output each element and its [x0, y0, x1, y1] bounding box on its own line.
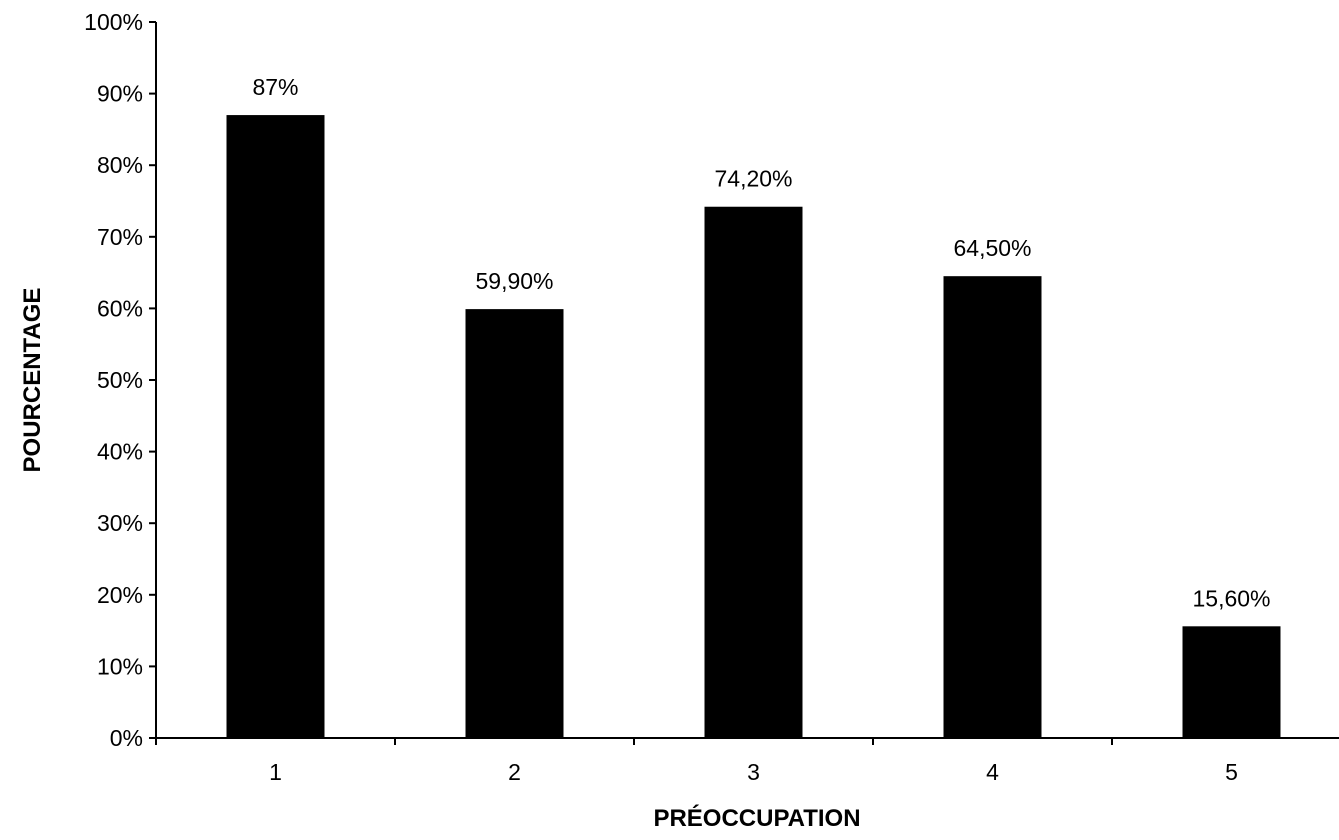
data-label: 64,50% — [953, 235, 1031, 261]
bar — [1182, 626, 1281, 738]
data-label: 15,60% — [1192, 585, 1270, 611]
y-tick-label: 0% — [110, 725, 143, 751]
y-tick-label: 30% — [97, 510, 143, 536]
y-tick-label: 50% — [97, 367, 143, 393]
bar — [943, 276, 1042, 738]
data-labels: 87% 59,90% 74,20% 64,50% 15,60% — [252, 74, 1270, 611]
y-axis: 0% 10% 20% 30% 40% 50% 60% 70% 80% 90% 100% — [84, 9, 157, 751]
x-tick-label: 1 — [269, 759, 282, 785]
x-tick-label: 2 — [508, 759, 521, 785]
data-label: 59,90% — [475, 268, 553, 294]
bar — [465, 309, 564, 738]
y-tick-label: 10% — [97, 653, 143, 679]
x-tick-label: 5 — [1225, 759, 1238, 785]
y-tick-label: 70% — [97, 224, 143, 250]
data-label: 87% — [252, 74, 298, 100]
x-axis-title: PRÉOCCUPATION — [653, 804, 860, 832]
x-axis: 1 2 3 4 5 — [155, 737, 1339, 785]
y-axis-title: POURCENTAGE — [19, 288, 46, 473]
bar — [704, 206, 803, 738]
x-tick-label: 4 — [986, 759, 999, 785]
y-tick-label: 100% — [84, 9, 143, 35]
bars — [226, 115, 1281, 738]
data-label: 74,20% — [714, 166, 792, 192]
y-tick-label: 60% — [97, 295, 143, 321]
y-tick-label: 20% — [97, 582, 143, 608]
y-tick-label: 90% — [97, 81, 143, 107]
y-tick-label: 40% — [97, 439, 143, 465]
bar — [226, 115, 325, 738]
x-tick-label: 3 — [747, 759, 760, 785]
y-tick-label: 80% — [97, 152, 143, 178]
